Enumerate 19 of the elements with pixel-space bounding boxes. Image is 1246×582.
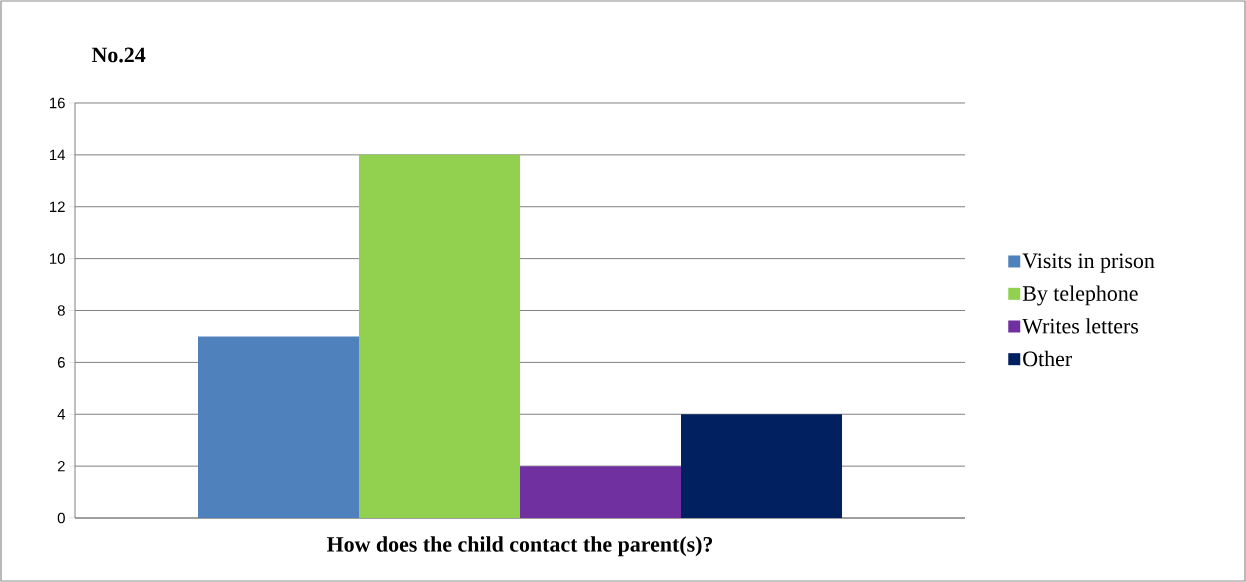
y-tick-label: 16 [50, 97, 65, 109]
bar [520, 466, 682, 518]
chart-title: No.24 [91, 47, 146, 63]
y-tick-label: 14 [50, 149, 66, 161]
y-tick-label: 0 [57, 512, 65, 524]
x-axis-title: How does the child contact the parent(s)? [326, 536, 713, 557]
legend-label: By telephone [1022, 285, 1138, 306]
y-tick-label: 12 [50, 201, 65, 212]
y-tick-label: 2 [57, 460, 65, 472]
legend-label: Writes letters [1022, 318, 1139, 334]
bar [359, 154, 521, 518]
y-tick-label: 8 [57, 305, 65, 316]
y-tick-label: 4 [57, 409, 66, 420]
y-tick-label: 10 [50, 253, 65, 264]
bar [198, 336, 359, 518]
legend-label: Visits in prison [1022, 253, 1155, 273]
legend-label: Other [1023, 350, 1072, 367]
y-tick-label: 6 [57, 357, 65, 368]
bar [681, 414, 843, 518]
